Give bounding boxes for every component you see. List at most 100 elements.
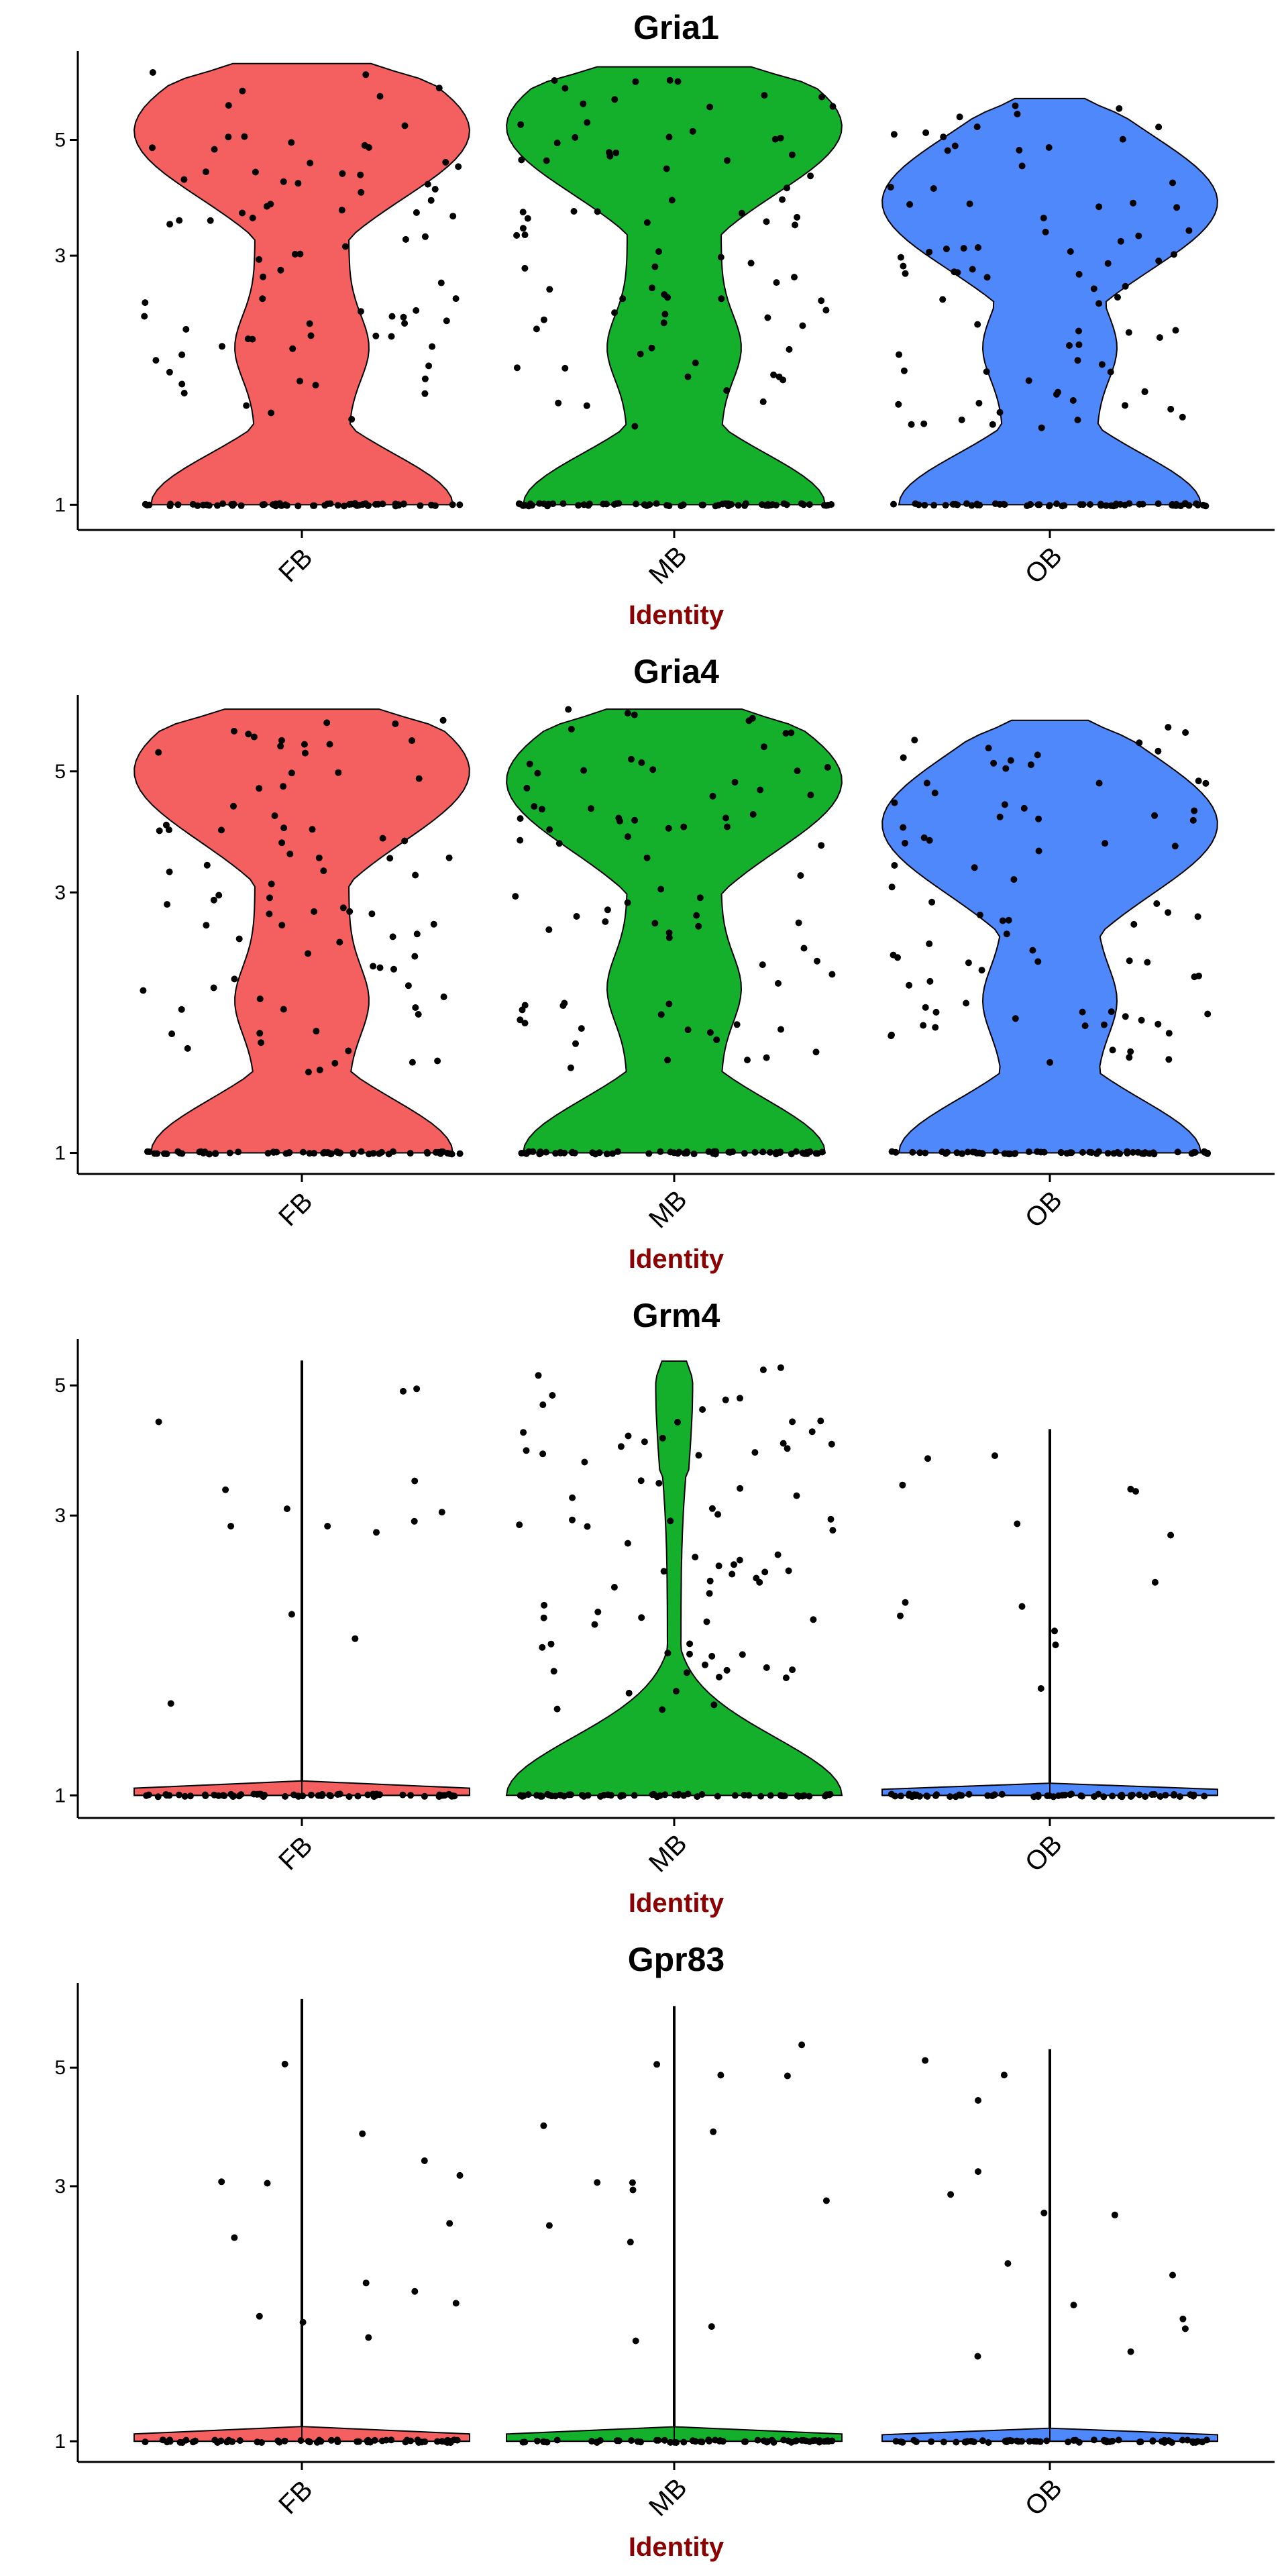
data-point bbox=[339, 904, 347, 912]
data-point bbox=[267, 201, 274, 208]
data-point bbox=[281, 2437, 288, 2445]
data-point bbox=[594, 208, 601, 215]
data-point bbox=[340, 502, 347, 510]
data-point bbox=[714, 1792, 721, 1800]
data-point bbox=[899, 1481, 906, 1489]
data-point bbox=[437, 279, 445, 286]
data-point bbox=[1130, 199, 1137, 207]
data-point bbox=[807, 172, 814, 180]
data-point bbox=[219, 500, 227, 507]
data-point bbox=[665, 824, 672, 832]
data-point bbox=[269, 501, 276, 508]
data-point bbox=[321, 502, 329, 509]
x-tick-label-ob: OB bbox=[1020, 1185, 1068, 1234]
data-point bbox=[176, 217, 183, 224]
data-point bbox=[372, 500, 379, 508]
data-point bbox=[306, 2438, 313, 2446]
data-point bbox=[309, 826, 316, 833]
data-point bbox=[665, 934, 673, 941]
data-point bbox=[1118, 1791, 1126, 1799]
data-point bbox=[214, 2439, 221, 2446]
data-point bbox=[155, 749, 162, 756]
data-point bbox=[624, 899, 631, 906]
data-point bbox=[591, 1621, 598, 1628]
data-point bbox=[583, 402, 590, 409]
data-point bbox=[900, 824, 907, 831]
data-point bbox=[1171, 251, 1177, 258]
data-point bbox=[1116, 105, 1123, 112]
data-point bbox=[1035, 847, 1042, 855]
violin-fb bbox=[133, 62, 471, 506]
data-point bbox=[221, 1792, 228, 1799]
data-point bbox=[365, 502, 372, 509]
data-point bbox=[826, 1790, 834, 1798]
data-point bbox=[1150, 1150, 1158, 1158]
chart-panel-gria4: Gria4 1 3 5 FB MB OB Identity bbox=[54, 653, 1275, 1274]
x-axis-title: Identity bbox=[629, 2532, 724, 2562]
violin-fb bbox=[133, 708, 470, 1154]
data-point bbox=[260, 1793, 267, 1801]
data-point bbox=[354, 502, 361, 509]
data-point bbox=[798, 2041, 806, 2049]
data-point bbox=[1162, 1792, 1169, 1799]
data-point bbox=[290, 1791, 297, 1799]
data-point bbox=[540, 2122, 547, 2129]
data-point bbox=[411, 2288, 419, 2295]
data-point bbox=[1026, 500, 1034, 508]
data-point bbox=[553, 140, 561, 147]
data-point bbox=[900, 262, 907, 270]
data-point bbox=[1179, 2315, 1187, 2322]
data-point bbox=[920, 1022, 927, 1029]
data-point bbox=[828, 971, 836, 978]
data-point bbox=[1111, 2211, 1118, 2218]
data-point bbox=[566, 1791, 573, 1799]
data-point bbox=[1037, 1685, 1044, 1692]
data-point bbox=[1046, 1059, 1054, 1066]
data-point bbox=[1075, 341, 1083, 348]
data-point bbox=[445, 854, 453, 861]
data-point bbox=[666, 76, 674, 84]
data-point bbox=[777, 1364, 784, 1371]
data-point bbox=[985, 2439, 992, 2446]
data-point bbox=[620, 1792, 627, 1799]
data-point bbox=[661, 1791, 669, 1799]
data-point bbox=[523, 784, 531, 792]
data-point bbox=[1142, 1793, 1149, 1801]
data-point bbox=[806, 501, 813, 508]
data-point bbox=[1037, 1148, 1044, 1156]
data-point bbox=[180, 176, 188, 183]
data-point bbox=[268, 880, 275, 888]
data-point bbox=[1138, 1016, 1145, 1024]
data-point bbox=[939, 296, 947, 303]
data-point bbox=[518, 1150, 525, 1157]
data-point bbox=[1191, 973, 1198, 981]
data-point bbox=[799, 322, 806, 329]
data-point bbox=[539, 1644, 546, 1651]
data-point bbox=[452, 295, 460, 303]
data-point bbox=[1079, 1148, 1086, 1156]
data-point bbox=[683, 1669, 690, 1676]
data-point bbox=[974, 501, 981, 508]
data-point bbox=[339, 170, 346, 177]
data-point bbox=[569, 1494, 576, 1501]
data-point bbox=[996, 500, 1004, 508]
data-point bbox=[1108, 1008, 1115, 1016]
data-point bbox=[1150, 1790, 1158, 1798]
data-point bbox=[282, 1792, 288, 1800]
data-point bbox=[297, 2437, 305, 2445]
data-point bbox=[199, 501, 207, 508]
data-point bbox=[311, 908, 318, 915]
data-point bbox=[1109, 2437, 1116, 2445]
data-point bbox=[415, 1011, 422, 1018]
data-point bbox=[438, 1148, 445, 1155]
data-point bbox=[237, 502, 245, 509]
data-point bbox=[276, 2438, 283, 2446]
data-point bbox=[888, 1032, 895, 1040]
data-point bbox=[316, 1792, 323, 1799]
data-point bbox=[991, 1791, 998, 1799]
data-point bbox=[206, 1150, 213, 1158]
data-point bbox=[774, 1551, 782, 1558]
data-point bbox=[1035, 815, 1042, 822]
data-point bbox=[689, 127, 696, 135]
data-point bbox=[928, 898, 936, 906]
